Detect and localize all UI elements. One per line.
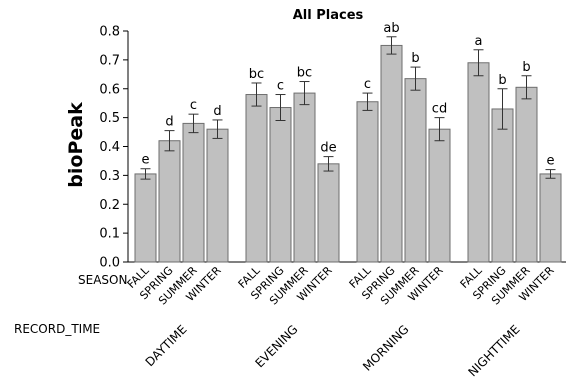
significance-letter: d [165,115,173,130]
bar [269,107,292,263]
y-tick-label: 0.8 [99,25,120,40]
plot-area: 0.00.10.20.30.40.50.60.70.8eFALLdSPRINGc… [99,21,566,379]
bar [539,173,562,263]
bar [158,140,181,263]
significance-letter: b [411,51,419,66]
bar [467,62,490,263]
significance-letter: d [213,104,221,119]
significance-letter: bc [297,66,312,81]
bar [134,173,157,263]
record-time-label: MORNING [360,322,412,374]
significance-letter: e [547,154,555,169]
significance-letter: b [498,73,506,88]
significance-letter: c [277,79,284,94]
y-tick-label: 0.3 [99,169,120,184]
y-tick-label: 0.5 [99,111,120,126]
chart-title: All Places [293,8,364,23]
bar [245,94,268,263]
record-time-row-label: RECORD_TIME [14,322,100,336]
significance-letter: ab [383,21,399,36]
bar [317,163,340,263]
bar [182,122,205,263]
significance-letter: a [475,34,483,49]
significance-letter: cd [432,102,447,117]
y-tick-label: 0.4 [99,140,120,155]
significance-letter: c [364,77,371,92]
bar [380,44,403,263]
y-tick-label: 0.2 [99,198,120,213]
bar [428,128,451,263]
bar [404,78,427,263]
y-tick-label: 0.6 [99,82,120,97]
bar [293,92,316,263]
significance-letter: de [320,141,336,156]
y-tick-label: 0.0 [99,256,120,271]
bar [356,101,379,263]
bar [206,128,229,263]
y-tick-label: 0.1 [99,227,120,242]
bar [491,108,514,263]
record-time-label: DAYTIME [143,322,190,369]
y-tick-label: 0.7 [99,53,120,68]
bar [515,86,538,263]
significance-letter: bc [249,67,264,82]
significance-letter: e [142,153,150,168]
significance-letter: c [190,98,197,113]
record-time-label: NIGHTTIME [466,322,523,379]
record-time-label: EVENING [252,322,300,370]
y-axis-label: bioPeak [65,102,87,188]
season-row-label: SEASON [78,273,127,287]
significance-letter: b [522,60,530,75]
